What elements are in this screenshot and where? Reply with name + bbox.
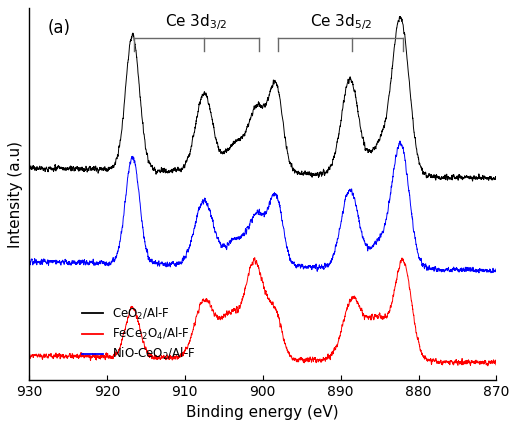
Legend: CeO$_2$/Al-F, FeCe$_2$O$_4$/Al-F, NiO-CeO$_2$/Al-F: CeO$_2$/Al-F, FeCe$_2$O$_4$/Al-F, NiO-Ce… bbox=[77, 301, 200, 367]
Text: Ce 3d$_{5/2}$: Ce 3d$_{5/2}$ bbox=[310, 12, 372, 32]
Y-axis label: Intensity (a.u): Intensity (a.u) bbox=[8, 141, 23, 248]
Text: (a): (a) bbox=[48, 20, 70, 38]
Text: Ce 3d$_{3/2}$: Ce 3d$_{3/2}$ bbox=[165, 12, 227, 32]
X-axis label: Binding energy (eV): Binding energy (eV) bbox=[186, 404, 339, 420]
